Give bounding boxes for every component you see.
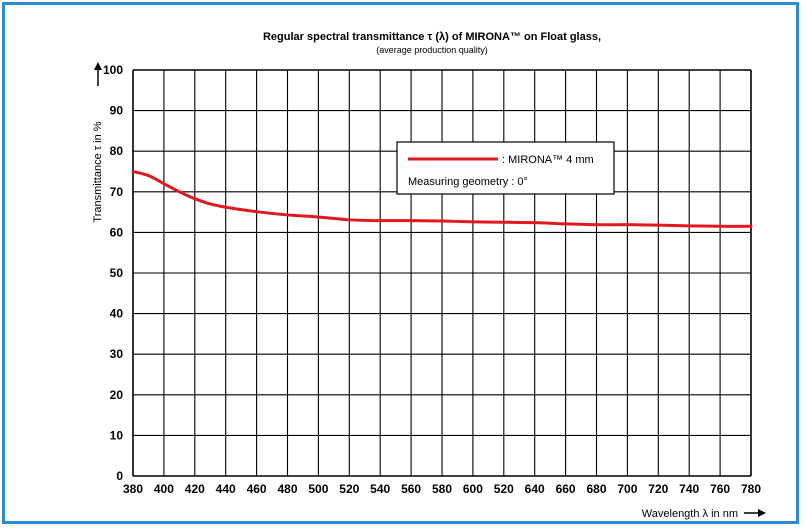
x-tick-label: 740 xyxy=(679,482,699,496)
x-tick-label: 500 xyxy=(308,482,328,496)
x-tick-label: 540 xyxy=(370,482,390,496)
x-tick-label: 520 xyxy=(339,482,359,496)
x-axis-arrow xyxy=(744,509,766,517)
x-tick-label: 380 xyxy=(123,482,143,496)
x-tick-labels: 380 400 420 440 460 480 500 520 540 560 580 600 520 6… xyxy=(123,482,761,496)
y-axis-label: Transmittance τ in % xyxy=(92,121,104,222)
x-tick-label: 560 xyxy=(401,482,421,496)
y-tick-label: 30 xyxy=(110,347,124,361)
x-tick-label: 600 xyxy=(463,482,483,496)
y-tick-label: 80 xyxy=(110,144,124,158)
y-tick-label: 50 xyxy=(110,266,124,280)
y-tick-label: 100 xyxy=(103,63,123,77)
y-tick-label: 0 xyxy=(116,469,123,483)
chart-subtitle: (average production quality) xyxy=(376,45,488,55)
y-axis-arrow xyxy=(94,62,102,86)
x-tick-label: 520 xyxy=(494,482,514,496)
x-tick-label: 760 xyxy=(710,482,730,496)
chart-title: Regular spectral transmittance τ (λ) of … xyxy=(263,31,601,43)
grid xyxy=(132,69,752,477)
x-tick-label: 680 xyxy=(586,482,606,496)
y-tick-label: 40 xyxy=(110,307,124,321)
x-tick-label: 780 xyxy=(741,482,761,496)
x-tick-label: 460 xyxy=(247,482,267,496)
legend-box xyxy=(396,141,615,195)
y-tick-label: 10 xyxy=(110,428,124,442)
y-tick-label: 20 xyxy=(110,388,124,402)
x-tick-label: 420 xyxy=(185,482,205,496)
y-tick-label: 70 xyxy=(110,185,124,199)
x-tick-label: 400 xyxy=(154,482,174,496)
x-axis-label: Wavelength λ in nm xyxy=(642,508,738,520)
x-tick-label: 580 xyxy=(432,482,452,496)
y-tick-labels: 0 10 20 30 40 50 60 70 80 90 100 xyxy=(103,63,123,483)
legend-note: Measuring geometry : 0° xyxy=(408,176,528,188)
x-tick-label: 660 xyxy=(556,482,576,496)
series-line-mirona xyxy=(131,170,753,228)
legend-series-label: : MIRONA™ 4 mm xyxy=(502,154,594,166)
y-tick-label: 60 xyxy=(110,225,124,239)
x-tick-label: 640 xyxy=(525,482,545,496)
chart-frame xyxy=(2,2,799,524)
x-tick-label: 440 xyxy=(216,482,236,496)
y-tick-label: 90 xyxy=(110,104,124,118)
x-tick-label: 720 xyxy=(648,482,668,496)
x-tick-label: 700 xyxy=(617,482,637,496)
legend: : MIRONA™ 4 mm Measuring geometry : 0° xyxy=(396,141,615,195)
x-tick-label: 480 xyxy=(277,482,297,496)
